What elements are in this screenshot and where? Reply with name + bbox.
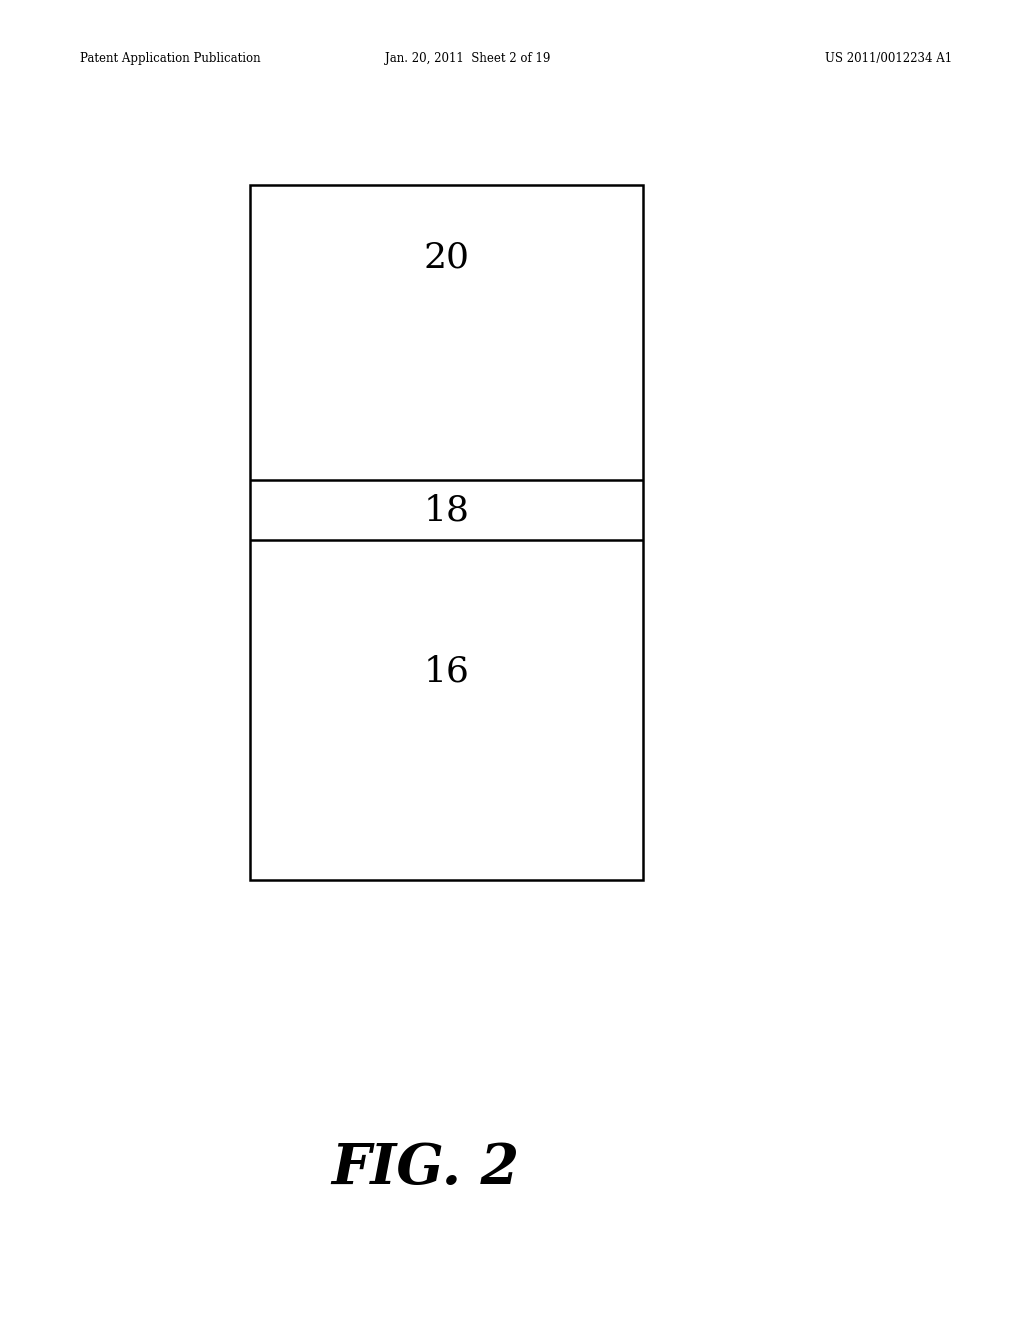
Text: 16: 16 xyxy=(424,655,469,689)
Bar xyxy=(250,185,643,880)
Text: Patent Application Publication: Patent Application Publication xyxy=(80,53,260,65)
Text: 20: 20 xyxy=(424,240,469,275)
Text: FIG. 2: FIG. 2 xyxy=(331,1140,519,1196)
Text: US 2011/0012234 A1: US 2011/0012234 A1 xyxy=(825,53,952,65)
Text: 18: 18 xyxy=(424,492,469,527)
Text: Jan. 20, 2011  Sheet 2 of 19: Jan. 20, 2011 Sheet 2 of 19 xyxy=(385,53,551,65)
